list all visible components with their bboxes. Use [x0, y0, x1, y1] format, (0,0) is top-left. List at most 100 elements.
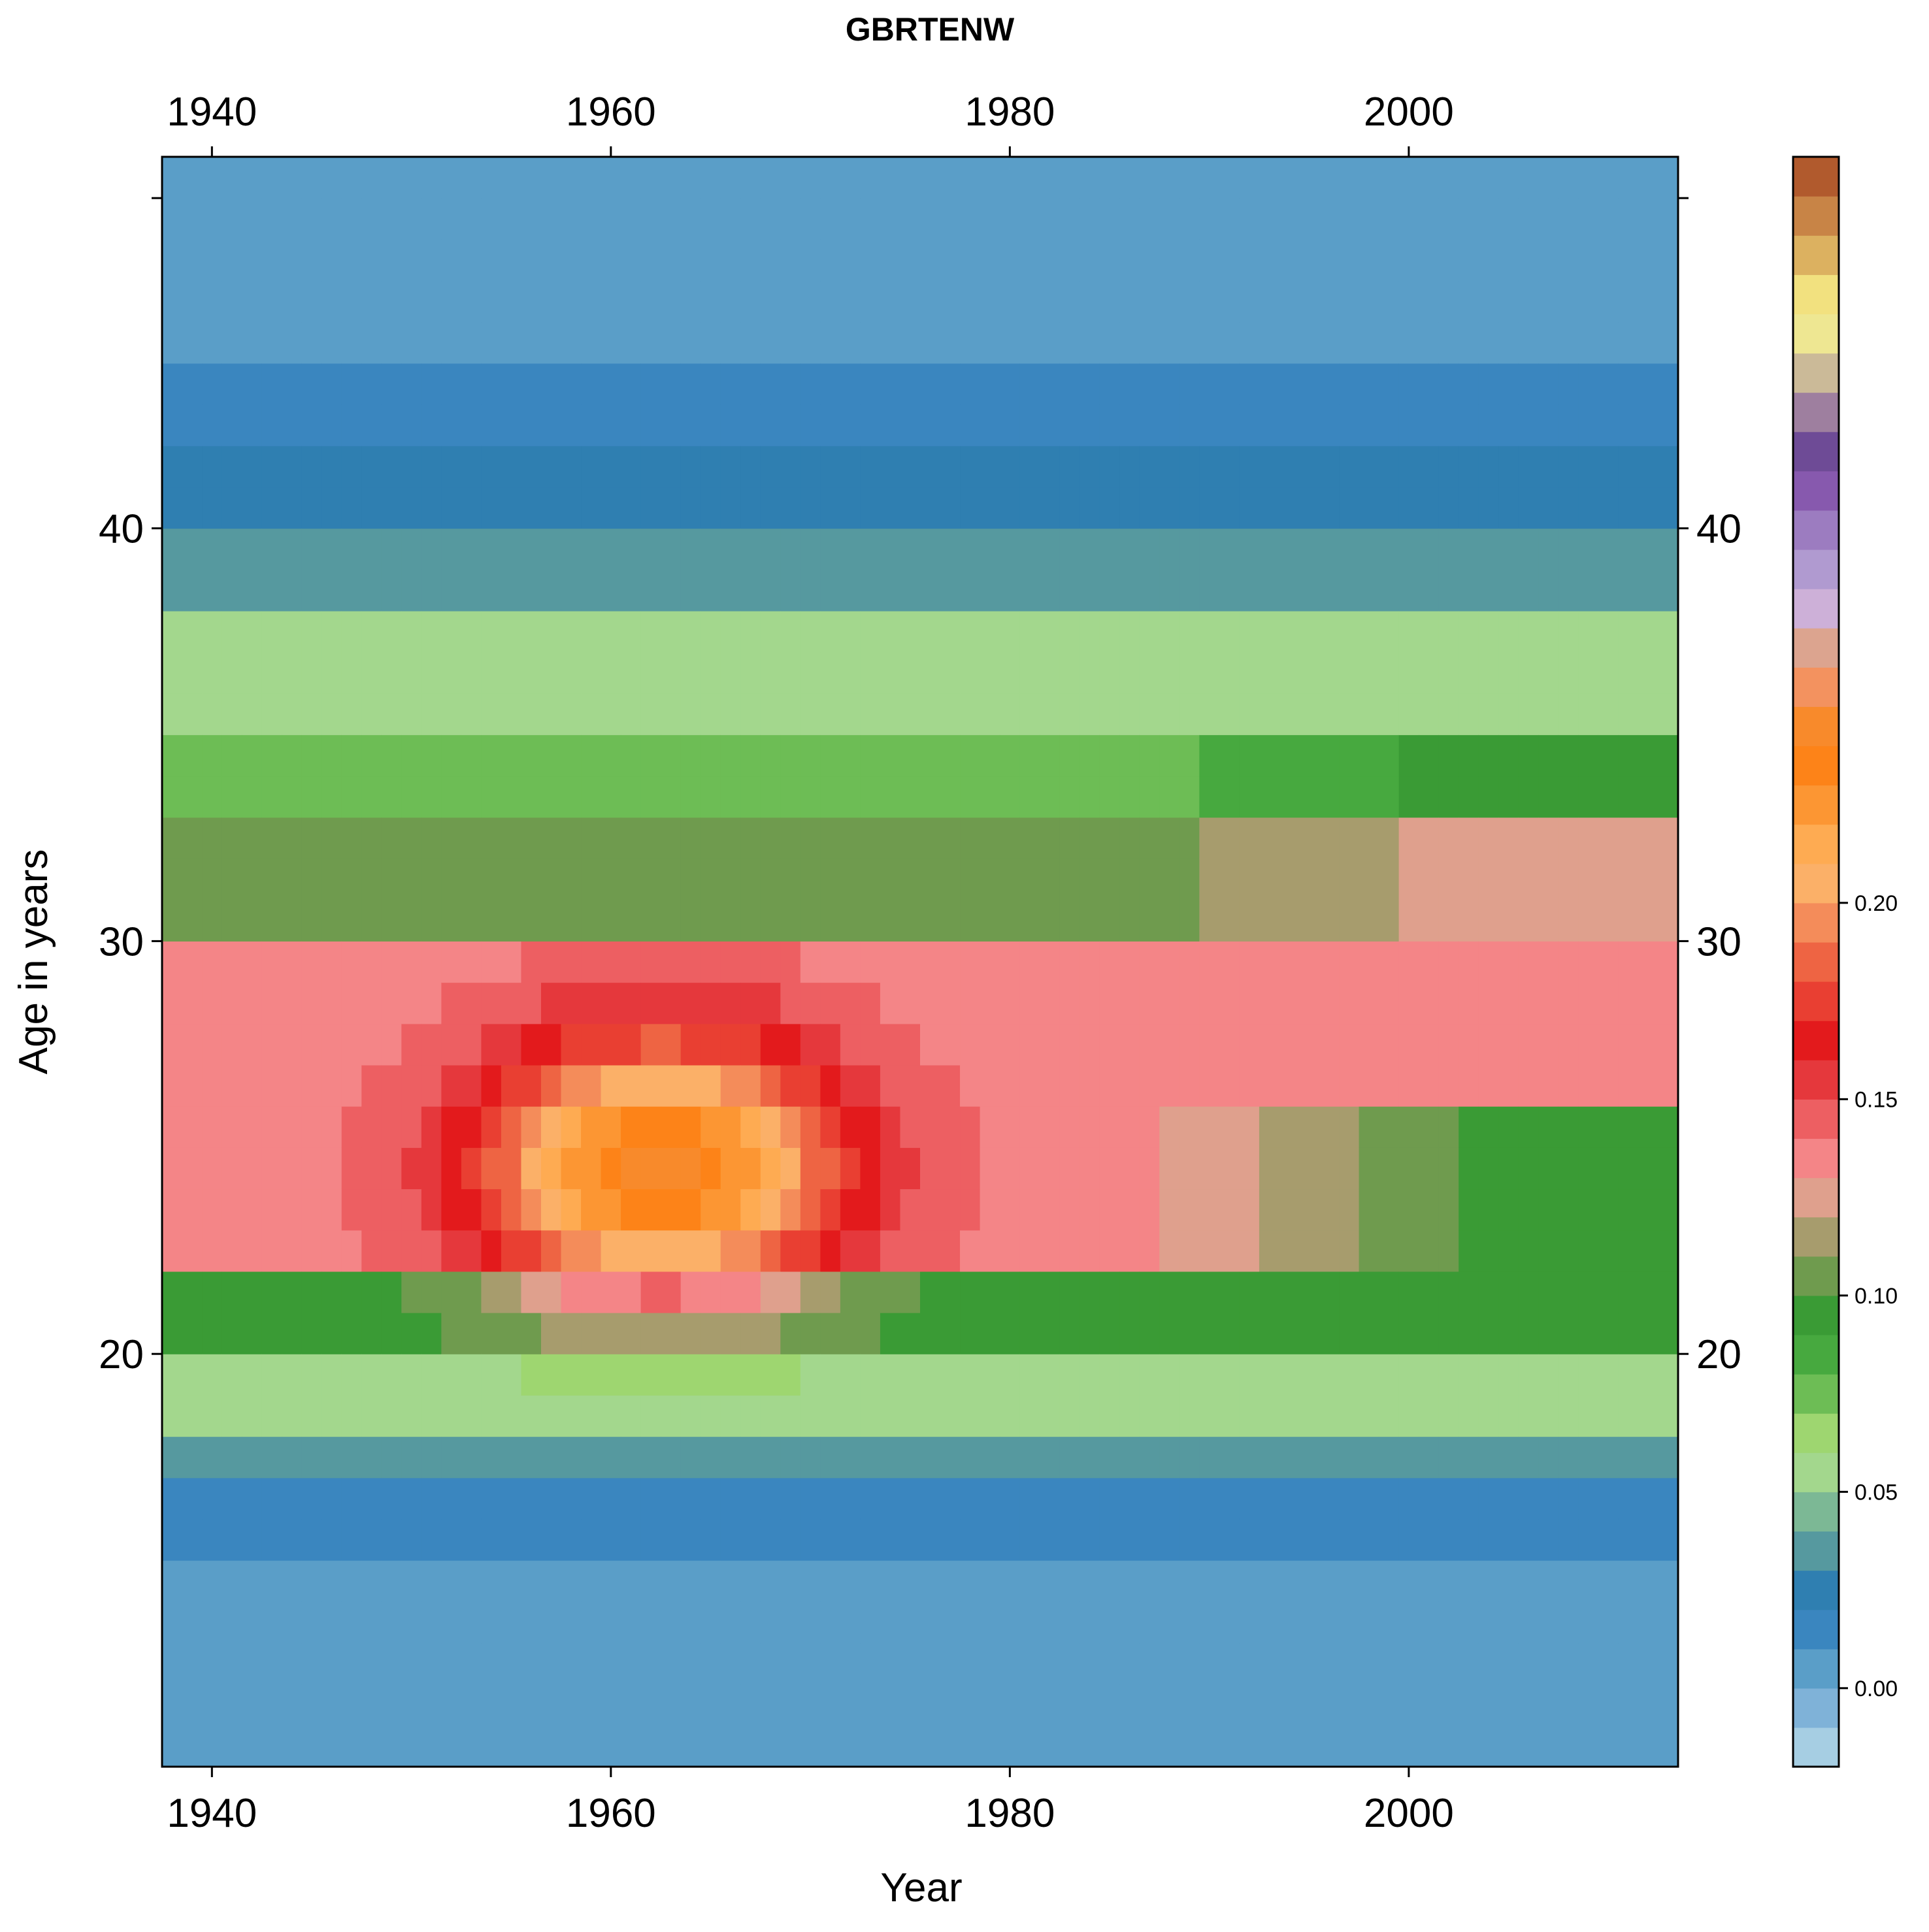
heatmap-cell	[1059, 487, 1080, 529]
heatmap-cell	[1080, 280, 1100, 323]
heatmap-cell	[1259, 1106, 1280, 1148]
heatmap-cell	[401, 1354, 422, 1396]
heatmap-cell	[1618, 1188, 1639, 1231]
heatmap-cell	[301, 982, 322, 1024]
heatmap-cell	[581, 1023, 602, 1066]
heatmap-cell	[1459, 1230, 1479, 1272]
heatmap-cell	[1498, 1684, 1519, 1726]
heatmap-cell	[1279, 610, 1300, 653]
heatmap-cell	[561, 1106, 582, 1148]
heatmap-cell	[481, 610, 502, 653]
heatmap-cell	[621, 1313, 642, 1354]
heatmap-cell	[1059, 1271, 1080, 1313]
heatmap-cell	[561, 982, 582, 1024]
heatmap-cell	[701, 1023, 721, 1066]
heatmap-cell	[1259, 363, 1280, 405]
heatmap-cell	[601, 1230, 621, 1272]
heatmap-cell	[361, 1230, 382, 1272]
heatmap-cell	[361, 404, 382, 446]
heatmap-cell	[1040, 652, 1061, 694]
heatmap-cell	[162, 1601, 183, 1644]
heatmap-cell	[521, 1684, 542, 1726]
heatmap-cell	[701, 1518, 721, 1561]
heatmap-cell	[1159, 1106, 1180, 1148]
heatmap-cell	[1598, 1230, 1619, 1272]
heatmap-cell	[701, 1560, 721, 1602]
heatmap-cell	[1179, 1313, 1200, 1354]
heatmap-cell	[1239, 1725, 1260, 1767]
heatmap-cell	[1179, 446, 1200, 488]
heatmap-cell	[980, 446, 1000, 488]
heatmap-cell	[760, 1560, 781, 1602]
heatmap-cell	[261, 1684, 282, 1726]
heatmap-cell	[1459, 610, 1479, 653]
heatmap-cell	[1598, 239, 1619, 282]
heatmap-cell	[1558, 569, 1579, 612]
heatmap-cell	[381, 280, 402, 323]
heatmap-cell	[1558, 321, 1579, 364]
heatmap-cell	[701, 693, 721, 736]
heatmap-cell	[900, 1147, 921, 1190]
heatmap-cell	[1618, 157, 1639, 199]
heatmap-cell	[501, 446, 522, 488]
heatmap-cell	[760, 1188, 781, 1231]
heatmap-cell	[1179, 569, 1200, 612]
heatmap-cell	[640, 1684, 661, 1726]
heatmap-cell	[501, 1477, 522, 1520]
heatmap-cell	[1080, 1395, 1100, 1437]
heatmap-cell	[1119, 693, 1140, 736]
heatmap-cell	[661, 1354, 682, 1396]
heatmap-cell	[621, 1684, 642, 1726]
heatmap-cell	[1638, 569, 1659, 612]
legend-swatch	[1793, 1609, 1839, 1650]
heatmap-cell	[1538, 1477, 1559, 1520]
heatmap-cell	[1359, 1147, 1379, 1190]
heatmap-cell	[720, 239, 741, 282]
heatmap-cell	[880, 1518, 901, 1561]
heatmap-cell	[242, 1477, 263, 1520]
heatmap-cell	[880, 1106, 901, 1148]
heatmap-cell	[780, 1023, 801, 1066]
heatmap-cell	[1299, 1023, 1320, 1066]
heatmap-cell	[202, 321, 223, 364]
legend-swatch	[1793, 902, 1839, 943]
heatmap-cell	[860, 1560, 881, 1602]
heatmap-cell	[381, 817, 402, 859]
heatmap-cell	[960, 1230, 981, 1272]
heatmap-cell	[541, 1518, 562, 1561]
heatmap-cell	[501, 1395, 522, 1437]
heatmap-cell	[1219, 280, 1240, 323]
heatmap-cell	[1459, 528, 1479, 570]
heatmap-cell	[561, 1601, 582, 1644]
heatmap-cell	[1498, 446, 1519, 488]
heatmap-cell	[361, 1271, 382, 1313]
heatmap-cell	[1498, 1436, 1519, 1479]
heatmap-cell	[900, 776, 921, 818]
heatmap-cell	[780, 982, 801, 1024]
heatmap-cell	[1339, 404, 1360, 446]
heatmap-cell	[1538, 157, 1559, 199]
heatmap-cell	[1040, 1064, 1061, 1107]
heatmap-cell	[1279, 446, 1300, 488]
heatmap-cell	[601, 652, 621, 694]
heatmap-cell	[1558, 1518, 1579, 1561]
heatmap-cell	[1019, 693, 1040, 736]
heatmap-cell	[282, 239, 303, 282]
heatmap-cell	[640, 1436, 661, 1479]
heatmap-cell	[261, 693, 282, 736]
heatmap-cell	[1179, 900, 1200, 942]
heatmap-cell	[1219, 1106, 1240, 1148]
heatmap-cell	[561, 528, 582, 570]
heatmap-cell	[640, 859, 661, 900]
heatmap-cell	[1019, 1477, 1040, 1520]
heatmap-cell	[222, 1477, 242, 1520]
heatmap-cell	[1419, 859, 1440, 900]
heatmap-cell	[581, 1147, 602, 1190]
heatmap-cell	[541, 652, 562, 694]
heatmap-cell	[1558, 734, 1579, 777]
heatmap-cell	[1159, 569, 1180, 612]
heatmap-cell	[441, 1560, 462, 1602]
heatmap-cell	[1658, 776, 1679, 818]
heatmap-cell	[661, 817, 682, 859]
heatmap-cell	[920, 941, 941, 983]
